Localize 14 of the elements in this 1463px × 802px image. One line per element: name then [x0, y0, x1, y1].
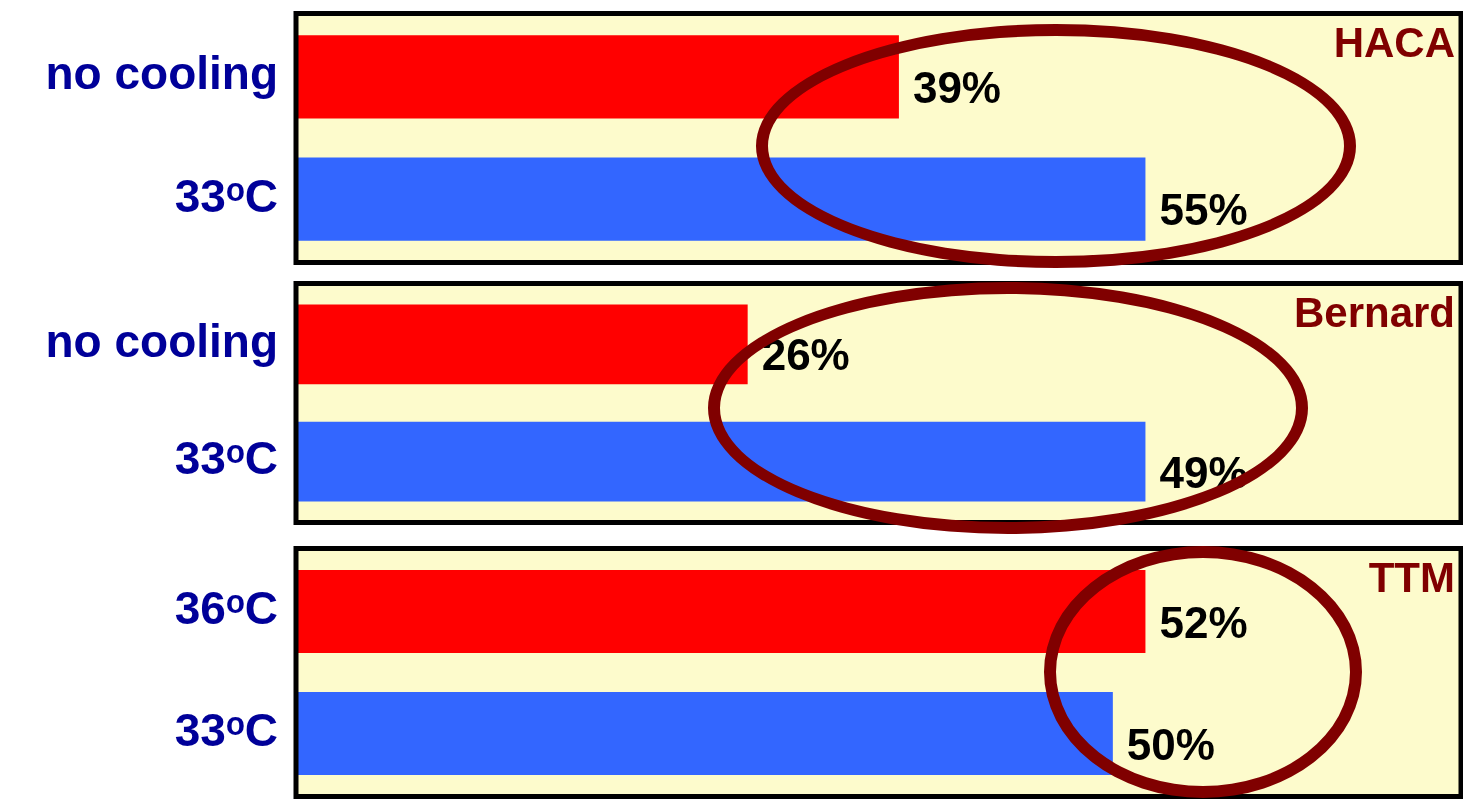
- data-label: 50%: [1126, 719, 1215, 769]
- text: Bernard: [1293, 289, 1455, 336]
- y-tick-label: 33ᵒC: [174, 432, 278, 485]
- data-label: 26%: [761, 330, 850, 380]
- text: TTM: [1368, 554, 1455, 601]
- data-label: 39%: [912, 62, 1001, 112]
- y-tick-label: 33ᵒC: [174, 169, 278, 222]
- data-label: 55%: [1159, 185, 1248, 235]
- y-tick-label: no cooling: [45, 47, 278, 100]
- y-tick-label: no cooling: [45, 314, 278, 367]
- data-label: 52%: [1159, 597, 1248, 647]
- text: HACA: [1333, 19, 1455, 66]
- y-tick-label: 33ᵒC: [174, 704, 278, 757]
- y-tick-label: 36ᵒC: [174, 582, 278, 635]
